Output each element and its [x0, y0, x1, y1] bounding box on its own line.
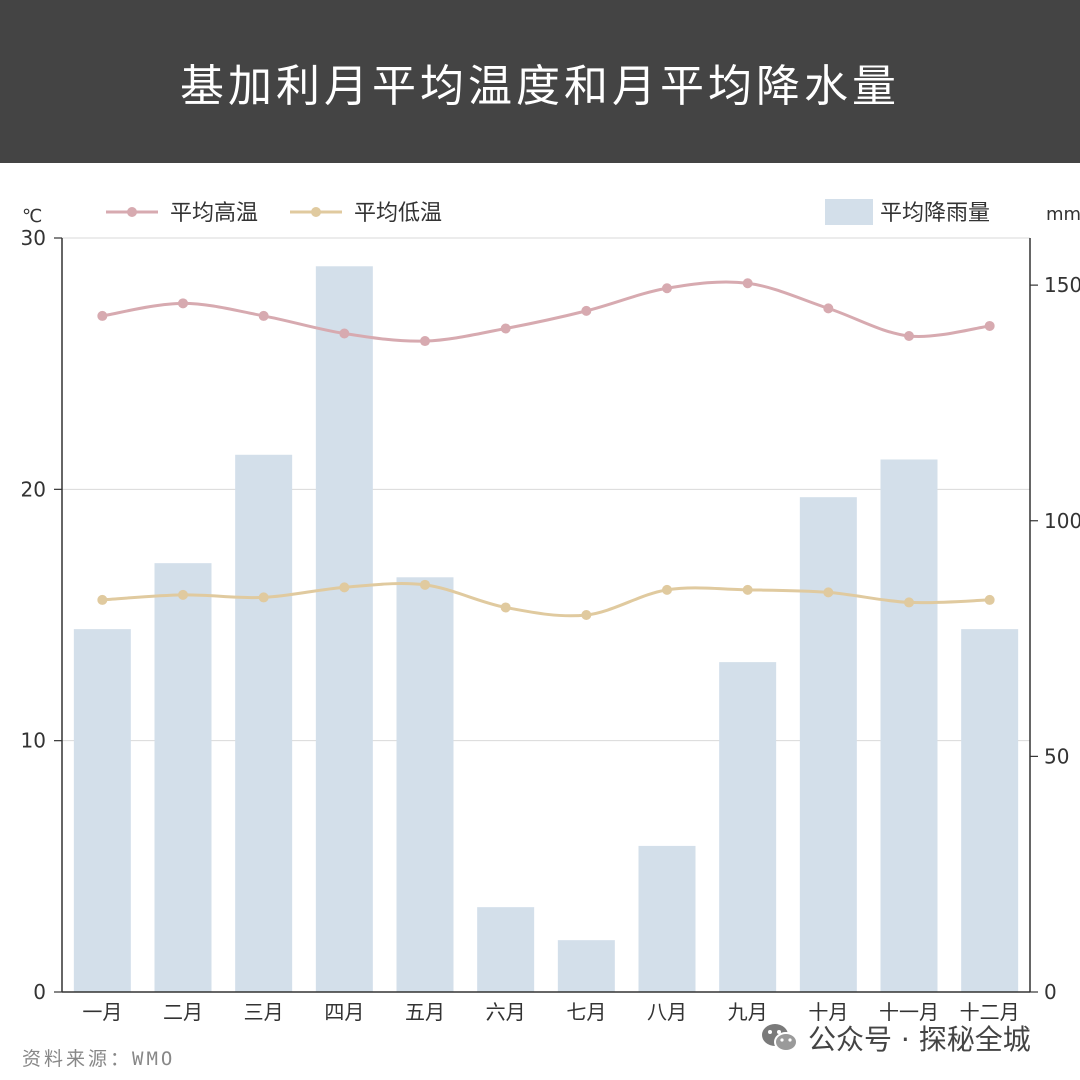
x-tick-label: 四月 — [324, 1000, 364, 1024]
source-note: 资料来源：WMO — [22, 1048, 176, 1070]
bar-layer — [73, 266, 1019, 992]
rainfall-bar — [880, 459, 938, 992]
high-temp-point — [904, 331, 914, 342]
high-temp-point — [500, 323, 511, 334]
high-temp-line — [102, 280, 990, 343]
left-axis-unit: ℃ — [22, 206, 42, 227]
high-temp-point — [258, 310, 269, 321]
x-tick-label: 八月 — [647, 1000, 687, 1024]
left-tick-label: 20 — [21, 477, 46, 501]
chart-title: 基加利月平均温度和月平均降水量 — [180, 60, 900, 112]
high-temp-point — [662, 283, 672, 294]
x-tick-label: 十二月 — [960, 1000, 1020, 1024]
low-temp-point — [339, 582, 350, 593]
rainfall-bar — [799, 497, 857, 992]
rainfall-bar — [235, 454, 293, 992]
right-tick-label: 50 — [1044, 744, 1069, 768]
right-tick-label: 150 — [1044, 273, 1080, 297]
rainfall-bar — [961, 629, 1019, 992]
low-temp-point — [258, 592, 269, 603]
legend-rain-swatch — [825, 199, 873, 225]
legend-low-marker — [311, 207, 321, 217]
x-tick-label: 一月 — [82, 1000, 122, 1024]
high-temp-point — [97, 310, 108, 321]
wechat-icon — [760, 1021, 800, 1055]
legend-high-label: 平均高温 — [170, 201, 258, 226]
title-banner: 基加利月平均温度和月平均降水量 — [0, 0, 1080, 163]
low-temp-point — [500, 602, 511, 613]
x-tick-label: 五月 — [405, 1000, 445, 1024]
x-tick-label: 十一月 — [879, 1000, 939, 1024]
x-tick-label: 六月 — [486, 1000, 526, 1024]
x-tick-label: 七月 — [566, 1000, 606, 1024]
low-temp-point — [904, 597, 914, 608]
high-temp-point — [823, 303, 834, 314]
legend-rain-label: 平均降雨量 — [880, 201, 990, 226]
watermark: 公众号 · 探秘全城 — [760, 1018, 1031, 1058]
x-tick-label: 三月 — [244, 1000, 284, 1024]
rainfall-bar — [557, 940, 615, 992]
low-temp-point — [178, 589, 188, 600]
rainfall-bar — [638, 845, 696, 992]
rainfall-bar — [73, 629, 131, 992]
left-tick-label: 0 — [33, 980, 46, 1004]
grid-layer — [62, 237, 1030, 742]
rainfall-bar — [396, 577, 454, 992]
low-temp-point — [97, 594, 108, 605]
axis-layer: 0 10 20 30 0 50 100 150 一月 二月 三月 四月 五月 六月 七月 八月 九月 十月 十一月十… — [21, 204, 1080, 1024]
rainfall-bar — [477, 907, 535, 992]
x-tick-label: 十月 — [808, 1000, 848, 1024]
right-axis-unit: mm — [1046, 204, 1080, 225]
high-temp-point — [984, 320, 995, 331]
line-layer — [97, 278, 995, 620]
low-temp-point — [742, 584, 753, 595]
high-temp-point — [581, 305, 592, 316]
legend-layer: 平均高温 平均低温 平均降雨量 — [106, 199, 990, 226]
watermark-text: 公众号 · 探秘全城 — [808, 1023, 1031, 1056]
low-temp-point — [662, 584, 672, 595]
legend-high-marker — [127, 207, 137, 217]
high-temp-point — [339, 328, 350, 339]
x-tick-label: 二月 — [163, 1000, 203, 1024]
high-temp-point — [742, 278, 753, 289]
right-tick-label: 100 — [1044, 509, 1080, 533]
legend-low-label: 平均低温 — [354, 201, 442, 226]
chart-area: 0 10 20 30 0 50 100 150 一月 二月 三月 四月 五月 六月 七月 八月 九月 十月 十一月十… — [21, 199, 1080, 1024]
x-tick-label: 九月 — [728, 1000, 768, 1024]
left-tick-label: 10 — [21, 729, 46, 753]
low-temp-point — [420, 579, 430, 590]
left-tick-label: 30 — [21, 226, 46, 250]
low-temp-point — [984, 594, 995, 605]
high-temp-point — [420, 336, 430, 347]
rainfall-bar — [315, 266, 373, 992]
right-tick-label: 0 — [1044, 980, 1057, 1004]
rainfall-bar — [154, 563, 212, 992]
low-temp-point — [581, 610, 592, 620]
low-temp-point — [823, 587, 834, 598]
high-temp-point — [178, 298, 188, 309]
rainfall-bar — [719, 662, 777, 992]
